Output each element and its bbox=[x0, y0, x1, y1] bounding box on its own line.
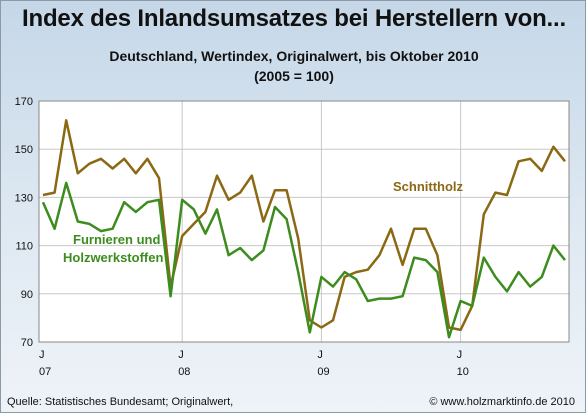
series-line-schnittholz bbox=[42, 119, 566, 332]
y-tick-label: 170 bbox=[15, 96, 33, 108]
series-line-furniere bbox=[41, 181, 566, 339]
x-tick-year: 10 bbox=[457, 366, 469, 378]
x-tick-month: J bbox=[457, 349, 463, 361]
x-tick-year: 08 bbox=[178, 366, 190, 378]
series-lines bbox=[41, 119, 566, 339]
x-tick-month: J bbox=[178, 349, 184, 361]
series-label-furniere-line1: Furnieren und bbox=[73, 232, 160, 247]
x-tick-month: J bbox=[317, 349, 323, 361]
plot-border bbox=[38, 100, 570, 343]
y-tick-label: 130 bbox=[15, 192, 33, 204]
y-tick-label: 70 bbox=[21, 337, 33, 349]
copyright-note: © www.holzmarktinfo.de 2010 bbox=[429, 396, 575, 408]
y-tick-label: 90 bbox=[21, 289, 33, 301]
y-tick-label: 110 bbox=[15, 241, 33, 253]
axes: 70 90 110 130 150 170 J 07 J 08 J 09 J 10 bbox=[15, 96, 570, 378]
series-labels: Schnittholz Furnieren und Holzwerkstoffe… bbox=[63, 179, 464, 265]
x-tick-year: 09 bbox=[317, 366, 329, 378]
source-note: Quelle: Statistisches Bundesamt; Origina… bbox=[7, 396, 234, 408]
chart-subtitle-base: (2005 = 100) bbox=[254, 68, 334, 84]
series-label-furniere: Furnieren und Holzwerkstoffen bbox=[63, 232, 164, 265]
x-tick-year: 07 bbox=[39, 366, 51, 378]
chart-subtitle: Deutschland, Wertindex, Originalwert, bi… bbox=[109, 48, 479, 64]
x-tick-month: J bbox=[39, 349, 45, 361]
series-label-schnittholz: Schnittholz bbox=[393, 179, 464, 194]
chart-title: Index des Inlandsumsatzes bei Hersteller… bbox=[22, 5, 566, 32]
series-label-furniere-line2: Holzwerkstoffen bbox=[63, 250, 163, 265]
y-tick-label: 150 bbox=[15, 144, 33, 156]
